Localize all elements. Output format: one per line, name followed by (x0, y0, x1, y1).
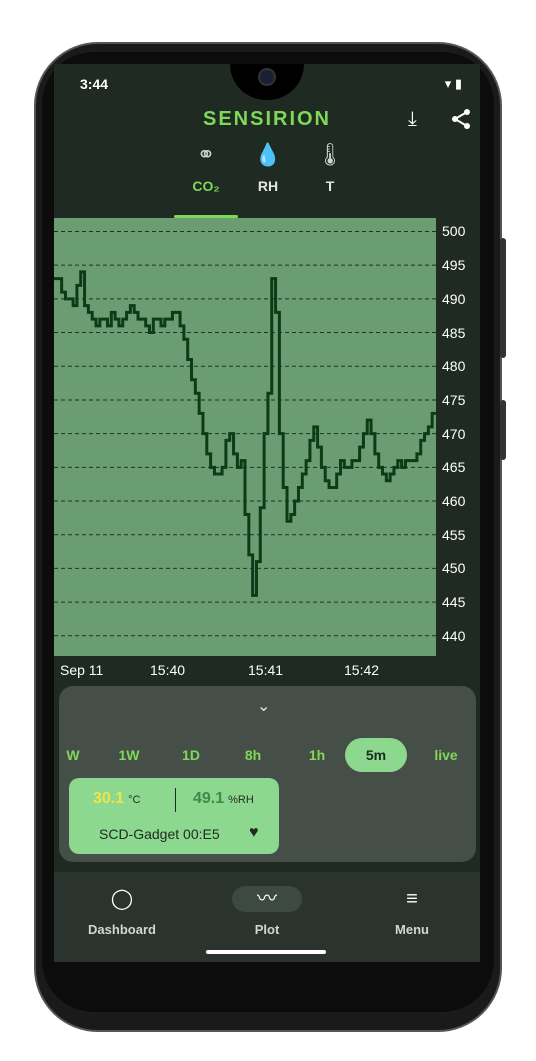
device-name: SCD-Gadget 00:E5 (99, 826, 220, 842)
nav-plot-label: Plot (254, 922, 280, 937)
volume-button (500, 238, 506, 358)
camera-icon (258, 68, 276, 86)
y-tick-label: 460 (442, 493, 466, 509)
sensirion-logo: SENSIRION (202, 108, 332, 130)
share-icon[interactable] (450, 108, 472, 130)
power-button (500, 400, 506, 460)
y-tick-label: 500 (442, 223, 466, 240)
temp-unit: °C (128, 794, 141, 806)
y-tick-label: 485 (442, 324, 466, 341)
co2-molecule-icon: ⚭ (196, 142, 216, 167)
wifi-battery-icon: ▾ ▮ (444, 76, 462, 91)
notch (230, 64, 304, 100)
hum-unit: %RH (228, 794, 254, 806)
home-indicator (206, 950, 326, 954)
app-screen: 3:44 ▾ ▮ SENSIRION ⤓ ⚭ CO₂ 💧 RH 🌡 T 500 4… (54, 64, 480, 962)
range-8h[interactable]: 8h (244, 747, 262, 763)
humidity-drop-icon: 💧 (254, 142, 282, 167)
plot-area (54, 218, 436, 656)
nav-dashboard[interactable]: ◯ Dashboard (62, 886, 182, 937)
hum-number: 49.1 (193, 790, 225, 807)
x-tick: 15:42 (344, 662, 380, 678)
range-1d[interactable]: 1D (182, 747, 200, 763)
temp-number: 30.1 (93, 790, 125, 807)
tab-indicator (174, 215, 238, 218)
tab-t-label: T (325, 178, 335, 194)
nav-menu-label: Menu (395, 922, 429, 937)
nav-dashboard-label: Dashboard (88, 922, 156, 937)
range-5m[interactable]: 5m (345, 738, 407, 772)
humidity-value: 49.1 %RH (193, 790, 254, 808)
y-tick-label: 475 (442, 391, 466, 408)
y-tick-label: 440 (442, 627, 466, 644)
y-tick-label: 480 (442, 358, 466, 375)
x-tick: 15:41 (248, 662, 284, 678)
tab-rh[interactable]: 💧 RH (236, 138, 300, 218)
y-tick-label: 490 (442, 290, 466, 307)
status-time: 3:44 (80, 76, 109, 92)
device-card[interactable]: 30.1 °C 49.1 %RH SCD-Gadget 00:E5 ♥ (69, 778, 279, 854)
trend-icon: 〰 (232, 886, 302, 912)
range-w[interactable]: W (66, 747, 80, 763)
nav-menu[interactable]: ≡ Menu (352, 886, 472, 937)
download-icon[interactable]: ⤓ (408, 108, 417, 130)
range-1w[interactable]: 1W (118, 747, 140, 763)
chevron-down-icon[interactable]: ⌄ (257, 698, 271, 715)
y-tick-label: 450 (442, 560, 466, 577)
control-panel: ⌄ W 1W 1D 8h 1h 5m live 30.1 °C 49.1 %RH S… (59, 686, 476, 862)
tab-co2-label: CO₂ (192, 178, 220, 194)
tab-co2[interactable]: ⚭ CO₂ (174, 138, 238, 218)
y-tick-label: 470 (442, 425, 466, 442)
y-tick-label: 495 (442, 257, 466, 274)
range-1h[interactable]: 1h (308, 747, 326, 763)
tab-t[interactable]: 🌡 T (298, 138, 362, 218)
temperature-value: 30.1 °C (93, 790, 140, 808)
range-live[interactable]: live (434, 747, 458, 763)
y-tick-label: 455 (442, 526, 466, 543)
tab-rh-label: RH (257, 178, 279, 194)
y-tick-label: 465 (442, 459, 466, 476)
status-bar: 3:44 ▾ ▮ (54, 64, 480, 104)
nav-plot[interactable]: 〰 Plot (207, 886, 327, 937)
card-divider (175, 788, 176, 812)
circle-icon: ◯ (110, 888, 134, 910)
sensor-tabs: ⚭ CO₂ 💧 RH 🌡 T (54, 138, 480, 218)
thermometer-icon: 🌡 (316, 142, 344, 167)
y-axis (436, 218, 480, 656)
x-tick: 15:40 (150, 662, 186, 678)
chart-svg (54, 230, 436, 637)
co2-chart[interactable]: 500 495 490 485 480 475 470 465 460 455 450 445 440 … (54, 218, 480, 688)
bottom-nav: ◯ Dashboard 〰 Plot ≡ Menu (54, 872, 480, 962)
app-header: SENSIRION ⤓ (54, 104, 480, 138)
heart-icon[interactable]: ♥ (249, 824, 259, 841)
x-tick: Sep 11 (60, 662, 104, 678)
hamburger-icon: ≡ (406, 888, 418, 910)
co2-series-line (54, 270, 436, 597)
y-tick-label: 445 (442, 594, 466, 611)
